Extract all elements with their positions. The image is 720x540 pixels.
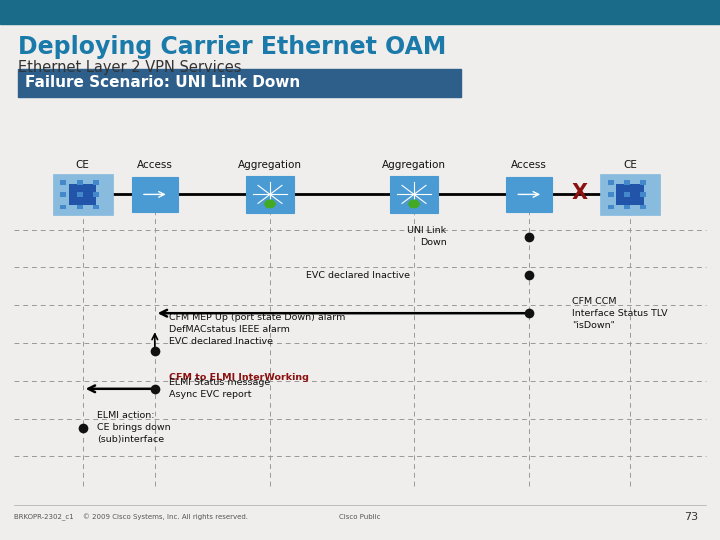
- Bar: [93, 180, 99, 185]
- Bar: [53, 174, 113, 215]
- Text: CFM CCM
Interface Status TLV
"isDown": CFM CCM Interface Status TLV "isDown": [572, 297, 668, 329]
- Text: X: X: [572, 183, 588, 204]
- Text: ELMI Status message
Async EVC report: ELMI Status message Async EVC report: [169, 379, 271, 399]
- Bar: [77, 205, 83, 209]
- Text: UNI Link
Down: UNI Link Down: [408, 226, 446, 247]
- Bar: [390, 176, 438, 213]
- Bar: [77, 180, 83, 185]
- Text: ELMI action:
CE brings down
(sub)interface: ELMI action: CE brings down (sub)interfa…: [97, 411, 171, 444]
- Bar: [640, 180, 647, 185]
- Bar: [624, 205, 630, 209]
- Bar: [60, 192, 66, 197]
- Text: Access: Access: [511, 160, 547, 170]
- Bar: [624, 192, 630, 197]
- Bar: [608, 180, 613, 185]
- Circle shape: [409, 200, 419, 208]
- Bar: [640, 205, 647, 209]
- Bar: [624, 180, 630, 185]
- Text: Access: Access: [137, 160, 173, 170]
- Text: Aggregation: Aggregation: [238, 160, 302, 170]
- Bar: [600, 174, 660, 215]
- Bar: [640, 192, 647, 197]
- Text: Ethernet Layer 2 VPN Services: Ethernet Layer 2 VPN Services: [18, 60, 241, 76]
- Bar: [246, 176, 294, 213]
- Bar: [69, 184, 96, 205]
- Text: CE: CE: [623, 160, 637, 170]
- Text: Aggregation: Aggregation: [382, 160, 446, 170]
- Bar: [608, 205, 613, 209]
- Bar: [616, 184, 644, 205]
- Bar: [93, 192, 99, 197]
- Text: Deploying Carrier Ethernet OAM: Deploying Carrier Ethernet OAM: [18, 35, 446, 59]
- Text: CE: CE: [76, 160, 90, 170]
- Bar: [132, 177, 178, 212]
- Bar: [0, 0, 720, 24]
- Text: EVC declared Inactive: EVC declared Inactive: [307, 271, 410, 280]
- Text: CFM to ELMI InterWorking: CFM to ELMI InterWorking: [169, 373, 309, 382]
- Bar: [93, 205, 99, 209]
- Text: BRKOPR-2302_c1    © 2009 Cisco Systems, Inc. All rights reserved.: BRKOPR-2302_c1 © 2009 Cisco Systems, Inc…: [14, 514, 248, 521]
- Bar: [608, 192, 613, 197]
- Bar: [60, 180, 66, 185]
- Bar: [506, 177, 552, 212]
- Text: Failure Scenario: UNI Link Down: Failure Scenario: UNI Link Down: [25, 75, 300, 90]
- Text: CFM MEP Up (port state Down) alarm
DefMACstatus IEEE alarm
EVC declared Inactive: CFM MEP Up (port state Down) alarm DefMA…: [169, 313, 346, 346]
- Circle shape: [265, 200, 275, 208]
- Text: Cisco Public: Cisco Public: [339, 514, 381, 521]
- Text: 73: 73: [684, 512, 698, 522]
- Bar: [77, 192, 83, 197]
- Bar: [18, 69, 461, 97]
- Bar: [60, 205, 66, 209]
